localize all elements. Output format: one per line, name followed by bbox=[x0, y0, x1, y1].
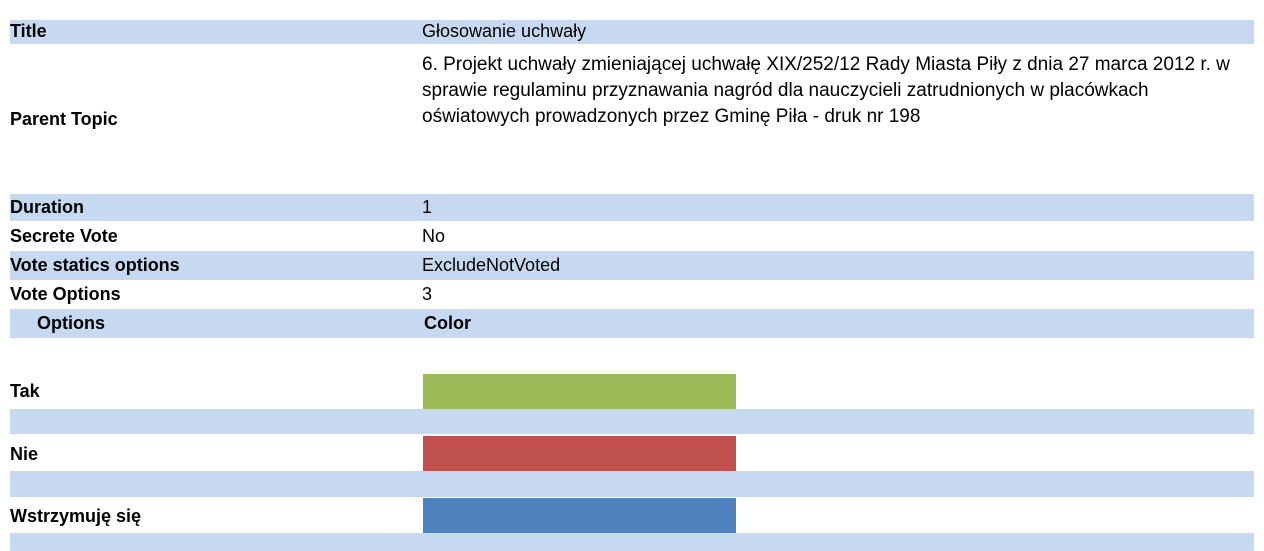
field-value: Głosowanie uchwały bbox=[422, 21, 587, 41]
row-band bbox=[10, 309, 1254, 338]
color-swatch bbox=[423, 498, 736, 533]
option-name: Tak bbox=[10, 381, 40, 401]
field-value: No bbox=[422, 226, 446, 246]
field-label: Duration bbox=[10, 197, 84, 217]
color-swatch bbox=[423, 374, 736, 409]
option-name: Wstrzymuję się bbox=[10, 506, 142, 526]
field-value: 3 bbox=[422, 284, 433, 304]
field-label: Vote Options bbox=[10, 284, 121, 304]
column-header: Color bbox=[424, 313, 471, 333]
row-band bbox=[10, 20, 1254, 44]
field-value: ExcludeNotVoted bbox=[422, 255, 561, 275]
row-band bbox=[10, 533, 1254, 551]
row-band bbox=[10, 194, 1254, 221]
field-label: Secrete Vote bbox=[10, 226, 118, 246]
color-swatch bbox=[423, 436, 736, 471]
column-header: Options bbox=[37, 313, 105, 333]
row-band bbox=[10, 409, 1254, 434]
field-label: Vote statics options bbox=[10, 255, 180, 275]
field-label: Parent Topic bbox=[10, 109, 118, 129]
option-name: Nie bbox=[10, 444, 39, 464]
row-band bbox=[10, 471, 1254, 497]
row-band bbox=[10, 251, 1254, 280]
field-value: 6. Projekt uchwały zmieniającej uchwałę … bbox=[422, 54, 1230, 127]
field-value: 1 bbox=[422, 197, 433, 217]
field-label: Title bbox=[10, 21, 47, 41]
